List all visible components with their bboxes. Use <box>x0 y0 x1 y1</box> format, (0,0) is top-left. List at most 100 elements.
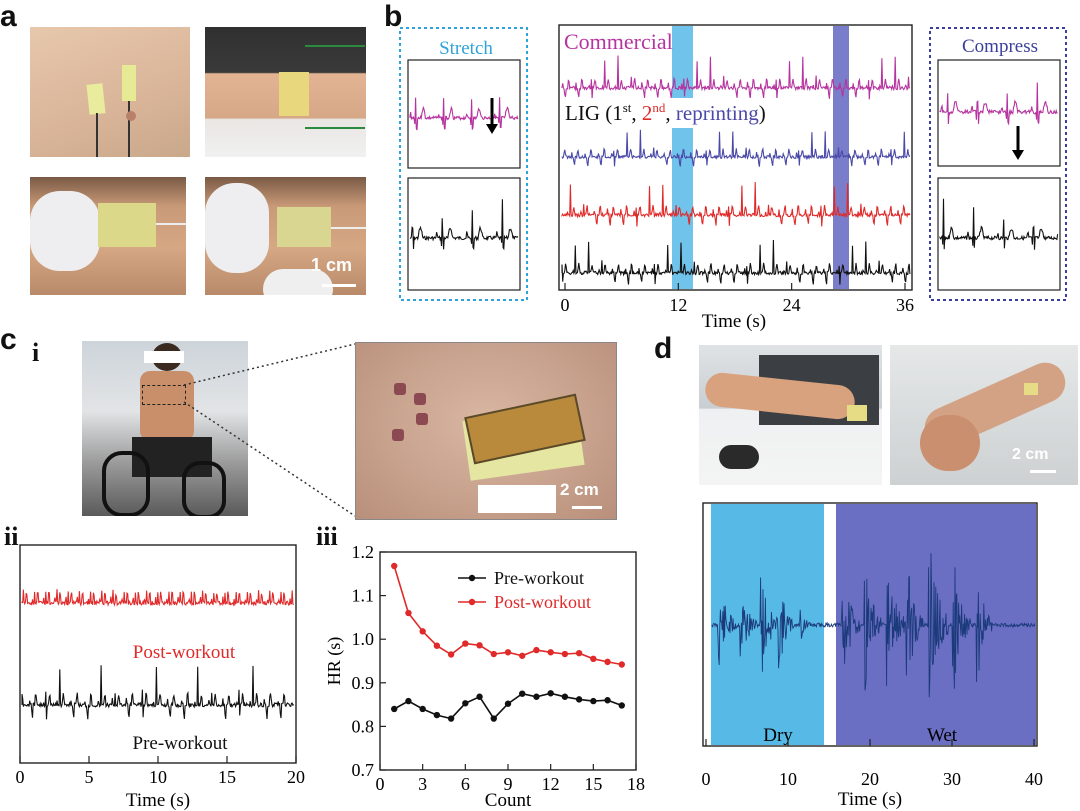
hr-x-tick-label: 9 <box>504 774 513 794</box>
hr-point <box>519 690 526 697</box>
main-x-tick-label: 36 <box>896 295 914 315</box>
compress-arrowhead-icon <box>1012 150 1024 160</box>
emg-trace <box>711 553 1036 698</box>
main-x-tick-label: 0 <box>561 295 570 315</box>
hr-point <box>561 693 569 700</box>
cii-x-tick-label: 0 <box>16 767 25 787</box>
panel-label-c: c <box>0 323 17 356</box>
photo-chest-device <box>355 342 617 520</box>
legend-post: Post-workout <box>494 592 591 612</box>
photo-forearm-tub <box>890 345 1078 485</box>
d-x-tick-label: 10 <box>779 769 797 789</box>
hr-point <box>447 651 455 658</box>
panel-b-figure: Stretch Commercial LIG (1st, 2nd, reprin… <box>399 24 1067 332</box>
cii-x-tick-label: 20 <box>287 767 305 787</box>
hr-ylabel: HR (s) <box>324 637 345 686</box>
hr-point <box>462 640 469 647</box>
hr-point <box>604 658 611 666</box>
commercial-trace <box>561 55 910 100</box>
hr-y-tick-label: 1.0 <box>352 629 375 649</box>
scalebar-label-a: 1 cm <box>311 255 353 275</box>
hr-point <box>547 649 554 656</box>
photo-arm-glove-2 <box>205 177 366 295</box>
panel-label-ci: i <box>32 338 40 367</box>
hr-point <box>391 562 398 570</box>
panel-d-figure: Dry Wet 0 10 20 30 40 Time (s) <box>702 502 1043 810</box>
hr-point <box>490 650 497 658</box>
photo-subject-bike <box>82 341 248 516</box>
scalebar-d <box>1030 470 1056 473</box>
hr-point <box>604 697 611 704</box>
panel-label-cii: ii <box>4 522 19 551</box>
panel-label-b: b <box>384 0 403 33</box>
hr-point <box>504 700 512 707</box>
hr-axes: 0 3 6 9 12 15 18 0.7 0.8 0.9 1.0 1.1 1.2 <box>352 542 646 794</box>
hr-point <box>547 690 554 697</box>
dry-label: Dry <box>763 725 793 746</box>
pre-label-bg <box>112 731 250 755</box>
hr-xlabel: Count <box>485 790 532 811</box>
hr-point <box>419 705 426 713</box>
hr-y-tick-label: 1.1 <box>352 586 375 606</box>
d-xlabel: Time (s) <box>838 789 902 810</box>
hr-point <box>618 702 625 709</box>
hr-x-tick-label: 15 <box>584 774 602 794</box>
hr-point <box>405 609 412 617</box>
cii-x-tick-label: 15 <box>218 767 236 787</box>
panel-label-d: d <box>654 332 673 365</box>
compress-commercial-trace <box>939 82 1058 126</box>
post-workout-trace <box>21 589 294 607</box>
hr-point <box>533 693 540 700</box>
cii-xlabel: Time (s) <box>126 790 190 811</box>
hr-point <box>419 628 426 635</box>
hr-point <box>533 646 540 654</box>
hr-point <box>590 655 597 663</box>
compress-inset-bottom <box>937 177 1061 291</box>
main-x-ticks: 0 12 24 36 <box>561 283 914 315</box>
cii-x-tick-label: 10 <box>149 767 167 787</box>
panel-label-ciii: iii <box>316 522 338 551</box>
d-x-ticks: 0 10 20 30 40 <box>702 739 1043 789</box>
hr-point <box>405 697 412 705</box>
hr-point <box>433 642 441 649</box>
hr-point <box>476 693 483 700</box>
hr-series <box>391 562 625 722</box>
panel-label-a: a <box>0 0 17 33</box>
hr-point <box>575 649 583 657</box>
stretch-inset-bottom <box>407 177 521 291</box>
hr-legend: Pre-workout Post-workout <box>458 568 591 612</box>
photo-forearm-laptop <box>699 345 882 485</box>
d-x-tick-label: 20 <box>861 769 879 789</box>
scalebar-ci <box>572 506 602 509</box>
lig-reprint-trace <box>561 239 911 285</box>
cii-x-tick-label: 5 <box>85 767 94 787</box>
pre-workout-label: Pre-workout <box>133 733 229 754</box>
d-x-tick-label: 40 <box>1025 769 1043 789</box>
stretch-box <box>399 27 528 301</box>
stretch-commercial-trace <box>409 97 519 131</box>
main-xlabel: Time (s) <box>702 311 766 332</box>
hr-point <box>433 711 441 719</box>
panel-cii-figure: Post-workout Pre-workout 0 5 10 15 20 Time (… <box>16 544 305 811</box>
hr-x-tick-label: 18 <box>627 774 645 794</box>
hr-y-tick-label: 0.8 <box>352 716 375 736</box>
hr-x-tick-label: 3 <box>418 774 427 794</box>
hr-point <box>561 650 569 658</box>
main-x-tick-label: 24 <box>783 295 801 315</box>
lig-2nd-trace <box>561 181 911 227</box>
cii-x-ticks: 0 5 10 15 20 <box>16 756 305 787</box>
hr-point <box>490 715 497 722</box>
photo-chest-electrodes <box>30 27 190 157</box>
hr-x-tick-label: 12 <box>542 774 560 794</box>
d-x-tick-label: 0 <box>702 769 711 789</box>
commercial-label: Commercial <box>564 29 673 54</box>
stretch-lig-trace <box>409 199 519 251</box>
compress-highlight-band <box>833 26 849 289</box>
hr-y-tick-label: 0.9 <box>352 673 375 693</box>
compress-inset-top <box>937 59 1061 167</box>
wet-label: Wet <box>927 725 958 746</box>
compress-title: Compress <box>962 36 1038 57</box>
main-x-tick-label: 12 <box>669 295 687 315</box>
hr-x-tick-label: 0 <box>376 774 385 794</box>
hr-point <box>575 696 583 703</box>
